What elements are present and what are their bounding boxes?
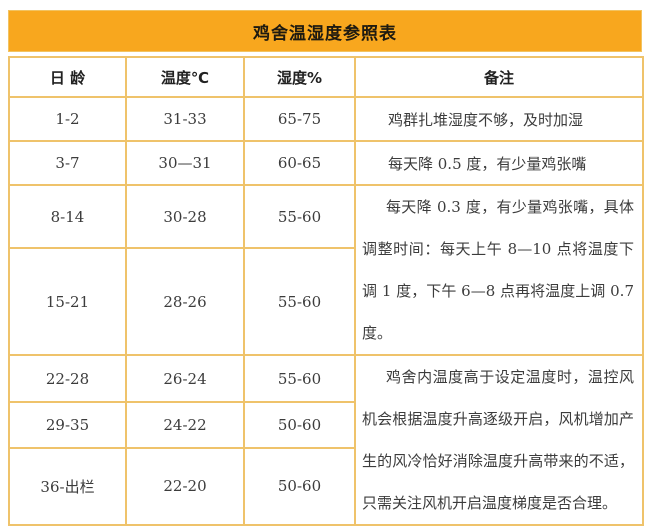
humidity-cell: 55-60 bbox=[243, 183, 356, 250]
age-cell: 3-7 bbox=[8, 140, 127, 186]
remark-paragraph: 每天降 0.3 度，有少量鸡张嘴，具体调整时间：每天上午 8—10 点将温度下调… bbox=[362, 198, 634, 342]
table-row: 8-14 30-28 55-60 每天降 0.3 度，有少量鸡张嘴，具体调整时间… bbox=[8, 183, 644, 356]
temperature-cell: 30—31 bbox=[125, 140, 245, 186]
humidity-cell: 60-65 bbox=[243, 140, 356, 186]
table-row: 29-35 24-22 50-60 bbox=[8, 401, 643, 449]
humidity-cell: 50-60 bbox=[243, 401, 356, 449]
remark-paragraph: 鸡舍内温度高于设定温度时，温控风机会根据温度升高逐级开启，风机增加产生的风冷恰好… bbox=[362, 368, 634, 512]
age-cell: 36-出栏 bbox=[8, 446, 127, 526]
age-cell: 22-28 bbox=[8, 353, 127, 404]
age-cell: 1-2 bbox=[8, 96, 127, 142]
humidity-cell: 55-60 bbox=[243, 247, 356, 356]
header-row: 日 龄 温度℃ 湿度% 备注 bbox=[8, 56, 644, 98]
col-header-age: 日 龄 bbox=[8, 56, 127, 98]
remark-cell-merged: 每天降 0.3 度，有少量鸡张嘴，具体调整时间：每天上午 8—10 点将温度下调… bbox=[354, 184, 644, 356]
table-row: 15-21 28-26 55-60 bbox=[8, 247, 643, 356]
table-row: 22-28 26-24 55-60 鸡舍内温度高于设定温度时，温控风机会根据温度… bbox=[8, 353, 644, 526]
age-cell: 8-14 bbox=[8, 183, 127, 250]
remark-cell-merged: 鸡舍内温度高于设定温度时，温控风机会根据温度升高逐级开启，风机增加产生的风冷恰好… bbox=[354, 354, 644, 526]
table-title-bar: 鸡舍温湿度参照表 bbox=[8, 10, 642, 52]
col-header-remark: 备注 bbox=[354, 56, 644, 98]
temperature-cell: 28-26 bbox=[125, 247, 245, 356]
humidity-cell: 65-75 bbox=[243, 96, 356, 142]
temperature-cell: 24-22 bbox=[125, 401, 245, 449]
remark-cell: 每天降 0.5 度，有少量鸡张嘴 bbox=[354, 140, 644, 186]
temperature-cell: 31-33 bbox=[125, 96, 245, 142]
humidity-cell: 55-60 bbox=[243, 353, 356, 404]
remark-cell: 鸡群扎堆湿度不够，及时加湿 bbox=[354, 96, 644, 142]
table-row: 3-7 30—31 60-65 每天降 0.5 度，有少量鸡张嘴 bbox=[8, 140, 644, 186]
col-header-humidity: 湿度% bbox=[243, 56, 356, 98]
humidity-cell: 50-60 bbox=[243, 446, 356, 526]
age-cell: 15-21 bbox=[8, 247, 127, 356]
temperature-cell: 26-24 bbox=[125, 353, 245, 404]
temperature-cell: 30-28 bbox=[125, 183, 245, 250]
page-title: 鸡舍温湿度参照表 bbox=[253, 23, 397, 44]
age-cell: 29-35 bbox=[8, 401, 127, 449]
temperature-humidity-reference-table: 日 龄 温度℃ 湿度% 备注 1-2 31-33 65-75 鸡群扎堆湿度不够，… bbox=[8, 56, 644, 526]
table-row: 1-2 31-33 65-75 鸡群扎堆湿度不够，及时加湿 bbox=[8, 96, 644, 142]
temperature-cell: 22-20 bbox=[125, 446, 245, 526]
col-header-temperature: 温度℃ bbox=[125, 56, 245, 98]
